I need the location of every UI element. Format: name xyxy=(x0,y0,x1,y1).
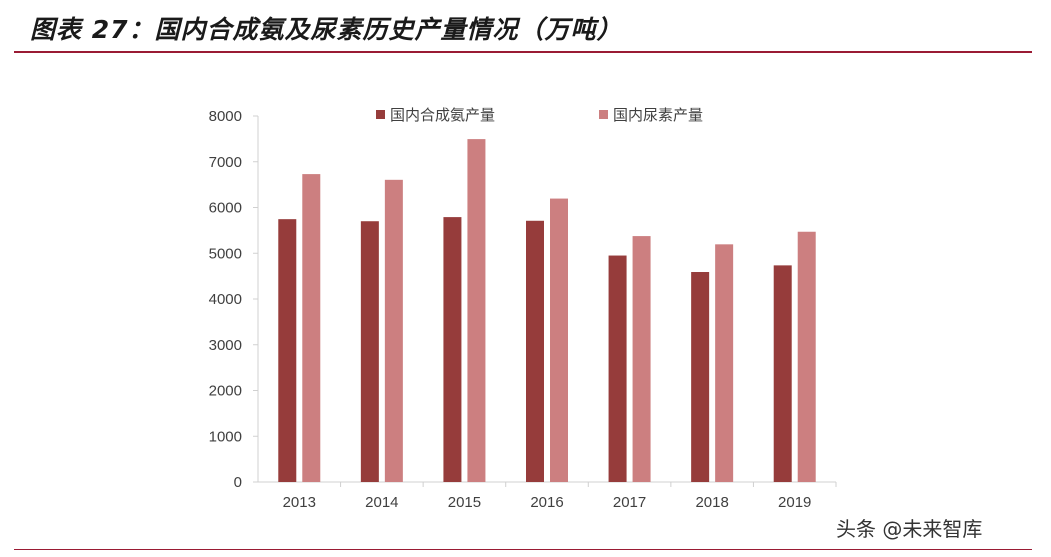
bar-urea-2014 xyxy=(384,179,403,483)
y-tick-label: 2000 xyxy=(209,383,242,400)
legend-label: 国内合成氨产量 xyxy=(390,106,495,124)
bar-ammonia-2015 xyxy=(443,217,462,483)
footer-rule xyxy=(14,549,1032,550)
y-tick-label: 1000 xyxy=(209,428,242,445)
y-tick-label: 4000 xyxy=(209,291,242,308)
bar-urea-2013 xyxy=(302,174,321,483)
bar-ammonia-2014 xyxy=(360,221,379,482)
x-tick-label: 2019 xyxy=(778,494,811,511)
page-title: 图表 27：国内合成氨及尿素历史产量情况（万吨） xyxy=(30,15,623,44)
bar-ammonia-2017 xyxy=(608,255,627,482)
bar-ammonia-2016 xyxy=(526,220,544,482)
x-tick-label: 2016 xyxy=(530,494,563,511)
legend-swatch xyxy=(376,110,385,119)
y-tick-label: 3000 xyxy=(209,337,242,354)
bar-ammonia-2018 xyxy=(691,272,710,482)
bar-urea-2016 xyxy=(550,198,568,483)
bar-urea-2015 xyxy=(467,139,486,482)
y-tick-label: 6000 xyxy=(209,200,242,217)
y-tick-label: 0 xyxy=(234,474,242,491)
x-tick-label: 2013 xyxy=(283,494,316,511)
watermark-text: 头条 @未来智库 xyxy=(836,517,983,541)
legend-swatch xyxy=(599,110,608,119)
bar-ammonia-2019 xyxy=(773,265,792,482)
y-tick-label: 7000 xyxy=(209,154,242,171)
x-tick-label: 2014 xyxy=(365,494,398,511)
title-rule xyxy=(14,51,1032,53)
x-tick-label: 2015 xyxy=(448,494,481,511)
bar-urea-2017 xyxy=(632,236,651,482)
bar-urea-2019 xyxy=(797,231,816,482)
bar-urea-2018 xyxy=(715,244,734,482)
y-tick-label: 8000 xyxy=(209,108,242,125)
x-tick-label: 2017 xyxy=(613,494,646,511)
legend-label: 国内尿素产量 xyxy=(613,106,703,124)
y-tick-label: 5000 xyxy=(209,245,242,262)
x-tick-label: 2018 xyxy=(695,494,728,511)
bar-ammonia-2013 xyxy=(278,219,297,482)
